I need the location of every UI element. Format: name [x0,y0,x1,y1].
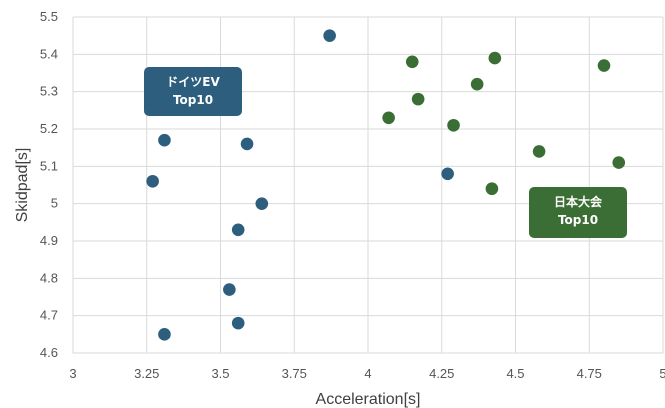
x-tick-label: 5 [659,366,665,381]
y-tick-label: 5.3 [40,84,58,99]
x-tick-label: 3.25 [134,366,159,381]
y-tick-labels: 4.6 4.7 4.8 4.9 5 5.1 5.2 5.3 5.4 5.5 [40,9,58,360]
annotation-label: ドイツEV [166,75,220,89]
data-point [447,118,460,132]
x-tick-label: 4 [364,366,371,381]
annotation-callout: 日本大会 Top10 [529,187,627,238]
data-point [441,167,454,181]
x-axis-title: Acceleration[s] [316,391,421,408]
y-tick-label: 4.8 [40,270,58,285]
data-point [405,55,419,69]
y-tick-label: 5 [51,196,58,211]
x-tick-label: 4.75 [577,366,602,381]
y-tick-label: 5.5 [40,9,58,24]
data-point [382,111,395,125]
y-axis-title: Skidpad[s] [14,148,31,223]
data-point [323,29,336,42]
y-tick-label: 5.1 [40,158,58,173]
data-point [231,316,245,330]
annotations: ドイツEV Top10 日本大会 Top10 [144,67,627,238]
data-point [231,223,245,237]
x-tick-label: 3.5 [211,366,229,381]
x-tick-label: 3.75 [282,366,307,381]
y-tick-label: 4.7 [40,308,58,323]
x-tick-label: 3 [69,366,76,381]
data-point [146,174,159,188]
data-point [470,77,484,91]
y-tick-label: 5.4 [40,46,58,61]
annotation-label: Top10 [173,93,213,107]
annotation-box [529,187,627,238]
data-point [597,59,611,72]
data-point [240,137,254,151]
y-tick-label: 4.9 [40,233,58,248]
data-point [488,51,502,65]
data-point [158,133,171,147]
x-tick-labels: 3 3.25 3.5 3.75 4 4.25 4.5 4.75 5 [69,366,665,381]
y-tick-label: 5.2 [40,121,58,136]
data-point [158,328,171,341]
data-point [411,92,425,106]
x-tick-label: 4.25 [429,366,454,381]
data-point [612,156,626,169]
y-tick-label: 4.6 [40,345,58,360]
data-points [146,29,626,341]
annotation-label: Top10 [558,213,598,227]
annotation-label: 日本大会 [554,194,603,209]
data-point [532,145,546,158]
annotation-box [144,67,242,116]
data-point [223,283,236,296]
x-tick-label: 4.5 [506,366,524,381]
annotation-callout: ドイツEV Top10 [144,67,242,116]
data-point [255,197,269,210]
data-point [485,182,499,196]
